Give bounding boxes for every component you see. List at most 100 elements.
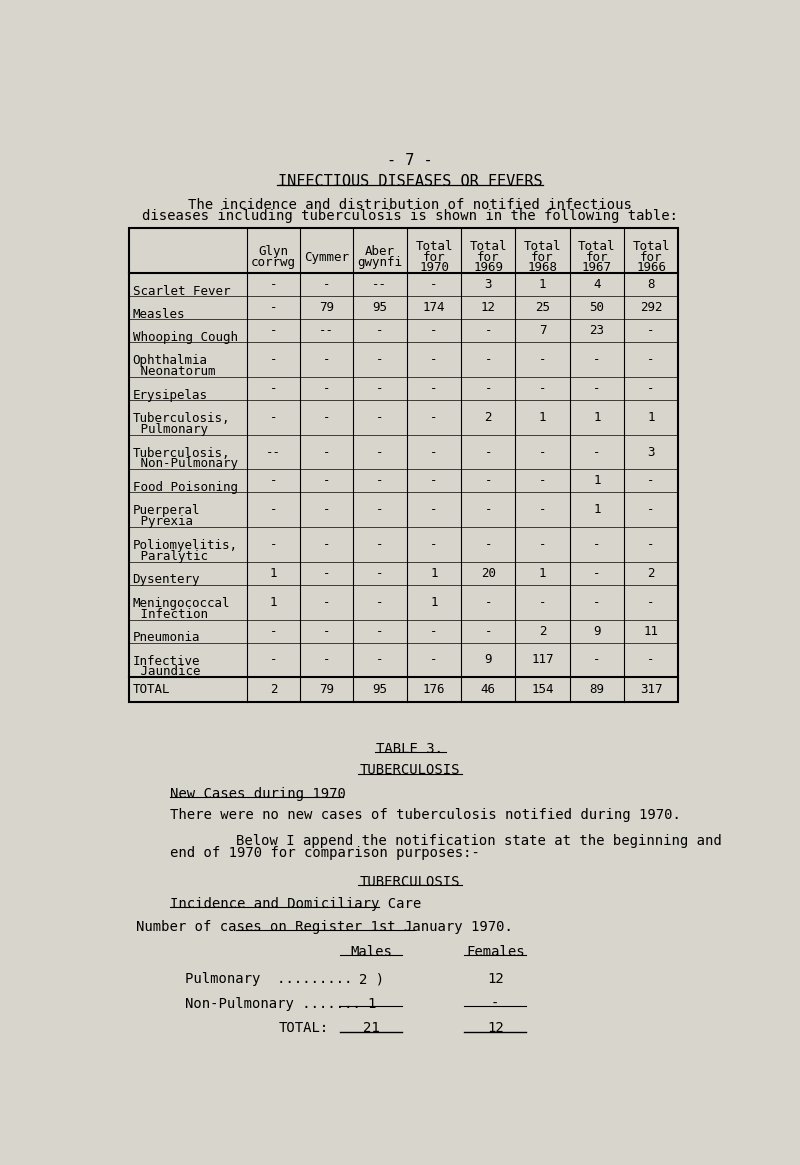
Text: --: -- <box>266 445 281 459</box>
Text: Neonatorum: Neonatorum <box>133 365 215 377</box>
Text: -: - <box>376 411 383 424</box>
Text: -: - <box>647 538 654 551</box>
Text: Tuberculosis,: Tuberculosis, <box>133 446 230 460</box>
Text: -: - <box>376 445 383 459</box>
Text: -: - <box>322 474 330 487</box>
Text: -: - <box>430 324 438 337</box>
Text: Poliomyelitis,: Poliomyelitis, <box>133 539 238 552</box>
Text: -: - <box>270 324 278 337</box>
Text: Total: Total <box>524 240 562 253</box>
Text: -: - <box>270 474 278 487</box>
Text: 317: 317 <box>640 683 662 696</box>
Text: TUBERCULOSIS: TUBERCULOSIS <box>360 875 460 889</box>
Text: -: - <box>270 503 278 516</box>
Text: 1968: 1968 <box>527 261 558 275</box>
Text: -: - <box>270 353 278 366</box>
Text: -: - <box>376 503 383 516</box>
Text: -: - <box>485 595 492 608</box>
Text: -: - <box>485 624 492 637</box>
Text: for: for <box>586 250 608 263</box>
Text: -: - <box>647 654 654 666</box>
Text: -: - <box>593 382 601 395</box>
Text: Total: Total <box>470 240 507 253</box>
Text: -: - <box>430 474 438 487</box>
Text: 12: 12 <box>487 1022 504 1036</box>
Text: -: - <box>322 624 330 637</box>
Text: -: - <box>593 445 601 459</box>
Text: There were no new cases of tuberculosis notified during 1970.: There were no new cases of tuberculosis … <box>170 809 681 822</box>
Text: 95: 95 <box>372 683 387 696</box>
Text: Pyrexia: Pyrexia <box>133 515 193 528</box>
Text: -: - <box>430 353 438 366</box>
Text: diseases including tuberculosis is shown in the following table:: diseases including tuberculosis is shown… <box>142 209 678 224</box>
Text: -: - <box>322 382 330 395</box>
Text: 1: 1 <box>270 595 278 608</box>
Text: Total: Total <box>632 240 670 253</box>
Text: 1: 1 <box>430 567 438 580</box>
Text: New Cases during 1970: New Cases during 1970 <box>170 786 346 800</box>
Text: -: - <box>270 624 278 637</box>
Text: 12: 12 <box>481 302 496 315</box>
Text: 89: 89 <box>590 683 604 696</box>
Text: -: - <box>538 474 546 487</box>
Text: Cymmer: Cymmer <box>304 250 349 263</box>
Text: 117: 117 <box>531 654 554 666</box>
Text: -: - <box>376 353 383 366</box>
Text: 3: 3 <box>485 278 492 291</box>
Text: Pulmonary: Pulmonary <box>133 423 207 436</box>
Text: --: -- <box>372 278 387 291</box>
Text: -: - <box>430 411 438 424</box>
Text: 23: 23 <box>590 324 604 337</box>
Text: -: - <box>270 278 278 291</box>
Text: -: - <box>538 595 546 608</box>
Text: -: - <box>322 353 330 366</box>
Text: -: - <box>485 503 492 516</box>
Text: 1: 1 <box>538 411 546 424</box>
Text: -: - <box>538 538 546 551</box>
Text: 79: 79 <box>318 683 334 696</box>
Text: 1: 1 <box>593 474 601 487</box>
Text: Infection: Infection <box>133 608 207 621</box>
Text: 174: 174 <box>422 302 446 315</box>
Text: Tuberculosis,: Tuberculosis, <box>133 412 230 425</box>
Bar <box>130 228 678 701</box>
Text: 1: 1 <box>367 997 375 1011</box>
Text: -: - <box>485 538 492 551</box>
Text: Non-Pulmonary: Non-Pulmonary <box>133 458 238 471</box>
Text: Pneumonia: Pneumonia <box>133 631 200 644</box>
Text: -: - <box>270 382 278 395</box>
Text: Infective: Infective <box>133 655 200 668</box>
Text: Total: Total <box>578 240 615 253</box>
Text: -: - <box>485 382 492 395</box>
Text: Paralytic: Paralytic <box>133 550 207 563</box>
Text: -: - <box>322 278 330 291</box>
Text: -: - <box>270 411 278 424</box>
Text: 154: 154 <box>531 683 554 696</box>
Text: Non-Pulmonary .......: Non-Pulmonary ....... <box>186 997 361 1011</box>
Text: -: - <box>593 353 601 366</box>
Text: -: - <box>322 538 330 551</box>
Text: Pulmonary  .........: Pulmonary ......... <box>186 972 353 986</box>
Text: 2 ): 2 ) <box>358 972 384 986</box>
Text: -: - <box>376 474 383 487</box>
Text: --: -- <box>318 324 334 337</box>
Text: Puerperal: Puerperal <box>133 504 200 517</box>
Text: -: - <box>322 567 330 580</box>
Text: 1: 1 <box>593 503 601 516</box>
Text: 46: 46 <box>481 683 496 696</box>
Text: 1: 1 <box>538 278 546 291</box>
Text: for: for <box>422 250 446 263</box>
Text: -: - <box>647 474 654 487</box>
Text: -: - <box>491 997 499 1011</box>
Text: -: - <box>270 302 278 315</box>
Text: -: - <box>322 445 330 459</box>
Text: 1970: 1970 <box>419 261 449 275</box>
Text: 8: 8 <box>647 278 654 291</box>
Text: gwynfi: gwynfi <box>358 256 402 269</box>
Text: -: - <box>647 503 654 516</box>
Text: 292: 292 <box>640 302 662 315</box>
Text: -: - <box>647 595 654 608</box>
Text: -: - <box>270 538 278 551</box>
Text: 2: 2 <box>485 411 492 424</box>
Text: 2: 2 <box>647 567 654 580</box>
